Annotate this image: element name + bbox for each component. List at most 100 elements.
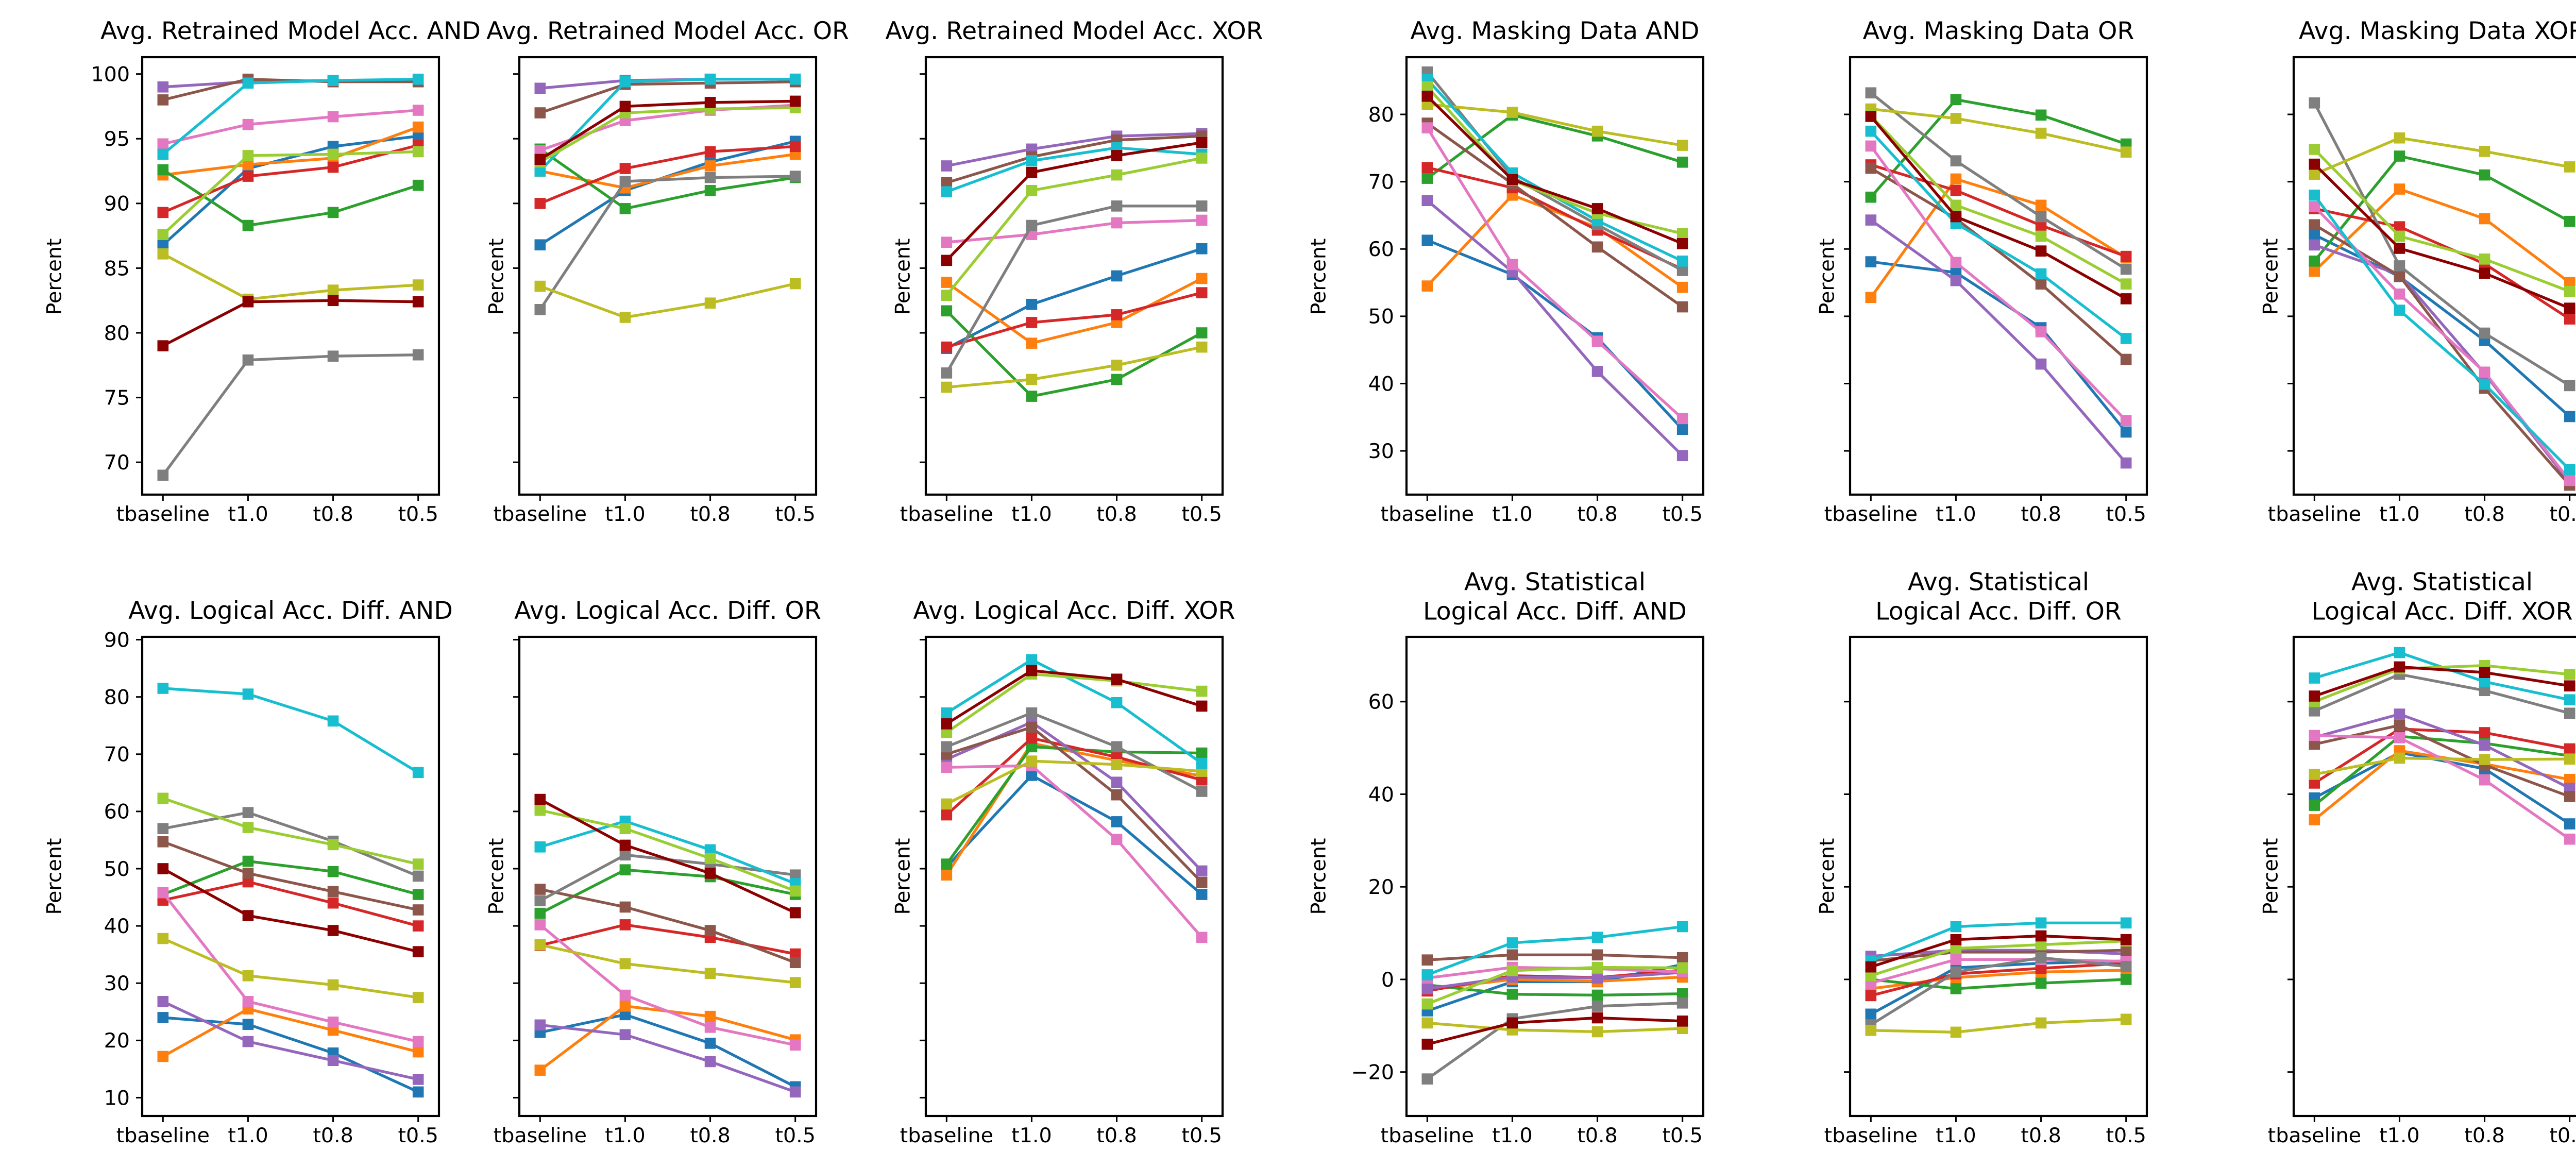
svg-text:t0.8: t0.8 [690, 502, 730, 526]
y-axis-label: Percent [44, 838, 67, 915]
line-plot: 70 75 80 85 90 95 100 tbaseline t1.0 t0.8 t0.5 [91, 56, 440, 526]
svg-text:t0.8: t0.8 [2021, 1124, 2061, 1147]
chart-title: Avg. Statistical Logical Acc. Diff. AND [1423, 567, 1687, 625]
chart-title: Avg. Logical Acc. Diff. AND [128, 596, 453, 625]
svg-text:85: 85 [104, 257, 130, 280]
svg-text:0: 0 [1381, 968, 1394, 992]
svg-text:tbaseline: tbaseline [2268, 1124, 2361, 1147]
svg-text:70: 70 [104, 743, 130, 767]
line-plot: tbaseline t1.0 t0.8 t0.5 [1824, 635, 2148, 1147]
svg-text:t0.8: t0.8 [2464, 1124, 2504, 1147]
svg-text:t0.8: t0.8 [1577, 1124, 1617, 1147]
svg-text:t0.8: t0.8 [313, 1124, 353, 1147]
svg-text:t0.5: t0.5 [2549, 1124, 2576, 1147]
chart-retrained-acc-xor: Avg. Retrained Model Acc. XOR Percent tb… [885, 16, 1263, 526]
svg-text:t0.5: t0.5 [2106, 502, 2146, 526]
svg-text:tbaseline: tbaseline [1824, 502, 1918, 526]
y-axis-label: Percent [2260, 238, 2284, 314]
svg-text:100: 100 [91, 63, 130, 87]
svg-text:30: 30 [1368, 439, 1394, 463]
chart-retrained-acc-and: Avg. Retrained Model Acc. AND Percent 70… [44, 16, 481, 526]
line-plot: tbaseline t1.0 t0.8 t0.5 [900, 635, 1224, 1147]
svg-text:20: 20 [1368, 875, 1394, 899]
svg-text:tbaseline: tbaseline [1381, 502, 1474, 526]
svg-text:t0.8: t0.8 [1577, 502, 1617, 526]
svg-text:80: 80 [104, 686, 130, 709]
line-plot: −20 0 20 40 60 tbaseline t1.0 t0.8 t0.5 [1351, 635, 1705, 1147]
y-axis-label: Percent [1817, 238, 1840, 314]
svg-text:t1.0: t1.0 [228, 502, 268, 526]
svg-text:t0.5: t0.5 [775, 502, 815, 526]
svg-text:70: 70 [1368, 170, 1394, 194]
line-plot: tbaseline t1.0 t0.8 t0.5 [494, 56, 818, 526]
line-plot: tbaseline t1.0 t0.8 t0.5 [1824, 56, 2148, 526]
line-plot: 30 40 50 60 70 80 tbaseline t1.0 t0.8 t0.5 [1368, 56, 1705, 526]
svg-text:t0.5: t0.5 [775, 1124, 815, 1147]
svg-text:80: 80 [104, 322, 130, 345]
svg-text:t1.0: t1.0 [605, 502, 645, 526]
svg-text:t0.8: t0.8 [2021, 502, 2061, 526]
svg-text:10: 10 [104, 1086, 130, 1110]
line-plot: tbaseline t1.0 t0.8 t0.5 [900, 56, 1224, 526]
svg-text:t0.5: t0.5 [2549, 502, 2576, 526]
svg-text:50: 50 [104, 857, 130, 881]
svg-text:t0.5: t0.5 [1662, 1124, 1702, 1147]
chart-statistical-logical-acc-diff-xor: Avg. Statistical Logical Acc. Diff. XOR … [2261, 567, 2576, 1147]
y-axis-label: Percent [892, 238, 916, 314]
y-axis-label: Percent [1308, 838, 1332, 915]
svg-text:−20: −20 [1351, 1060, 1394, 1084]
svg-text:tbaseline: tbaseline [2268, 502, 2361, 526]
chart-title: Avg. Retrained Model Acc. AND [100, 16, 481, 46]
line-plot: tbaseline t1.0 t0.8 t0.5 [2268, 56, 2576, 526]
svg-text:40: 40 [1368, 372, 1394, 396]
svg-text:t0.5: t0.5 [1181, 502, 1222, 526]
chart-title: Avg. Masking Data OR [1862, 16, 2134, 46]
chart-masking-data-or: Avg. Masking Data OR Percent tbaseline t1… [1817, 16, 2148, 526]
svg-text:60: 60 [1368, 238, 1394, 261]
chart-title: Avg. Masking Data XOR [2298, 16, 2576, 46]
chart-statistical-logical-acc-diff-or: Avg. Statistical Logical Acc. Diff. OR P… [1817, 567, 2148, 1147]
chart-title: Avg. Statistical Logical Acc. Diff. OR [1875, 567, 2122, 625]
svg-text:t0.8: t0.8 [313, 502, 353, 526]
svg-text:90: 90 [104, 192, 130, 216]
chart-logical-acc-diff-xor: Avg. Logical Acc. Diff. XOR Percent tbas… [893, 596, 1235, 1147]
svg-text:t0.5: t0.5 [2106, 1124, 2146, 1147]
svg-text:t1.0: t1.0 [605, 1124, 645, 1147]
svg-text:75: 75 [104, 386, 130, 410]
svg-text:tbaseline: tbaseline [900, 1124, 993, 1147]
y-axis-label: Percent [1817, 838, 1840, 915]
svg-text:tbaseline: tbaseline [116, 502, 210, 526]
svg-text:tbaseline: tbaseline [900, 502, 993, 526]
svg-text:80: 80 [1368, 103, 1394, 127]
chart-masking-data-and: Avg. Masking Data AND Percent 30 40 50 60 70… [1309, 16, 1705, 526]
svg-text:t1.0: t1.0 [1011, 1124, 1052, 1147]
svg-text:90: 90 [104, 628, 130, 652]
chart-masking-data-xor: Avg. Masking Data XOR Percent tbaseline t… [2261, 16, 2576, 526]
svg-text:tbaseline: tbaseline [1824, 1124, 1918, 1147]
chart-retrained-acc-or: Avg. Retrained Model Acc. OR Percent tba… [486, 16, 849, 526]
svg-text:t1.0: t1.0 [1492, 1124, 1532, 1147]
chart-logical-acc-diff-and: Avg. Logical Acc. Diff. AND Percent 10 20… [44, 596, 453, 1147]
chart-logical-acc-diff-or: Avg. Logical Acc. Diff. OR Percent tbase… [486, 596, 821, 1147]
line-plot: tbaseline t1.0 t0.8 t0.5 [494, 635, 818, 1147]
svg-text:t1.0: t1.0 [1936, 1124, 1976, 1147]
svg-text:60: 60 [1368, 690, 1394, 714]
svg-text:30: 30 [104, 972, 130, 995]
y-axis-label: Percent [2260, 838, 2284, 915]
svg-text:t1.0: t1.0 [2379, 1124, 2419, 1147]
chart-title: Avg. Retrained Model Acc. XOR [885, 16, 1263, 46]
chart-title: Avg. Statistical Logical Acc. Diff. XOR [2311, 567, 2573, 625]
svg-text:t0.5: t0.5 [398, 1124, 438, 1147]
svg-text:tbaseline: tbaseline [494, 502, 587, 526]
svg-text:t0.5: t0.5 [1181, 1124, 1222, 1147]
svg-text:40: 40 [1368, 783, 1394, 806]
chart-title: Avg. Logical Acc. Diff. OR [514, 596, 821, 625]
chart-title: Avg. Masking Data AND [1410, 16, 1700, 46]
svg-text:t1.0: t1.0 [1011, 502, 1052, 526]
y-axis-label: Percent [44, 238, 67, 314]
y-axis-label: Percent [1308, 238, 1332, 314]
chart-title: Avg. Retrained Model Acc. OR [486, 16, 849, 46]
chart-statistical-logical-acc-diff-and: Avg. Statistical Logical Acc. Diff. AND … [1309, 567, 1705, 1147]
svg-text:t0.8: t0.8 [2464, 502, 2504, 526]
